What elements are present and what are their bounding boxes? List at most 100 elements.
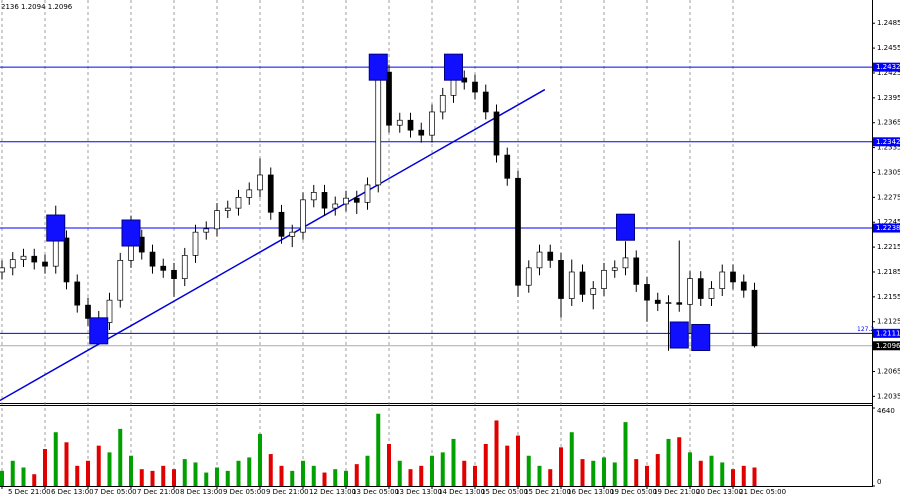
candle-body (181, 255, 188, 279)
y-tick-label: 1.2035 (877, 392, 900, 400)
volume-bar (139, 469, 144, 486)
pattern-marker (444, 53, 463, 81)
candle-body (579, 271, 586, 295)
candle-body (558, 260, 564, 299)
x-tick-label: 5 Dec 21:00 (8, 488, 51, 496)
candle-body (525, 267, 532, 286)
volume-bar (688, 452, 692, 486)
volume-bar (387, 443, 391, 486)
volume-bar (655, 454, 660, 486)
candle-body (493, 111, 500, 156)
y-tick-label: 1.2275 (877, 193, 900, 201)
volume-bar (32, 474, 37, 486)
volume-bar (247, 457, 252, 486)
candle-body (85, 304, 91, 319)
candle-body (9, 259, 16, 269)
candle-body (278, 211, 285, 237)
candle-body (246, 189, 253, 198)
x-tick-label: 20 Dec 13:00 (696, 488, 743, 496)
volume-bar (731, 469, 735, 486)
candle-body (149, 251, 156, 267)
volume-bar (397, 460, 402, 486)
volume-bar (634, 459, 639, 486)
y-tick-label: 1.2305 (877, 168, 900, 176)
candle-body (375, 71, 382, 186)
volume-bar (53, 432, 58, 486)
volume-tick-label: 0 (877, 478, 881, 486)
candle-body (20, 255, 27, 260)
candle-body (171, 269, 177, 279)
volume-bar (75, 465, 80, 486)
volume-bar (569, 432, 574, 486)
candle-body (697, 278, 704, 299)
candle-body (590, 288, 597, 295)
level-label-box (873, 328, 900, 338)
y-tick-label: 1.2455 (877, 44, 900, 52)
level-label: 1.2238 (876, 224, 900, 232)
level-label-box (873, 137, 900, 147)
candle-body (300, 199, 306, 233)
candle-body (160, 265, 167, 271)
volume-bar (236, 460, 241, 486)
volume-bar (10, 460, 15, 486)
candle-body (751, 289, 758, 347)
level-label-box (873, 62, 900, 72)
x-tick-label: 8 Dec 13:00 (180, 488, 223, 496)
volume-bar (129, 455, 133, 486)
y-tick-label: 1.2215 (877, 243, 900, 251)
volume-bar (698, 460, 703, 486)
volume-bar (645, 465, 649, 486)
volume-bar (440, 452, 445, 486)
volume-bar (204, 472, 209, 486)
pattern-marker (368, 53, 388, 81)
volume-bar (43, 449, 47, 486)
y-tick-label: 1.2395 (877, 94, 900, 102)
candle-body (364, 184, 371, 203)
y-tick-label: 1.2125 (877, 318, 900, 326)
candle-body (611, 267, 618, 271)
volume-bar (505, 445, 510, 486)
candle-body (267, 174, 274, 213)
volume-bar (537, 465, 542, 486)
y-tick-label: 1.2155 (877, 293, 900, 301)
volume-bar (322, 472, 327, 486)
candle-body (74, 281, 81, 306)
candle-body (235, 197, 242, 209)
x-tick-label: 14 Dec 13:00 (438, 488, 485, 496)
candle-body (708, 288, 715, 299)
candle-body (568, 271, 575, 299)
candle-body (622, 257, 629, 269)
volume-bar (279, 465, 284, 486)
volume-bar (301, 460, 305, 486)
volume-bar (591, 460, 596, 486)
volume-bar (462, 460, 467, 486)
last-price-label: 1.2096 (876, 342, 900, 350)
volume-bar (21, 467, 26, 486)
volume-bar (677, 437, 682, 486)
x-tick-label: 21 Dec 05:00 (739, 488, 786, 496)
level-label-box (873, 223, 900, 233)
y-tick-label: 1.2335 (877, 144, 900, 152)
candle-body (386, 71, 392, 126)
x-tick-label: 13 Dec 13:00 (395, 488, 442, 496)
candle-body (214, 210, 220, 230)
x-tick-label: 15 Dec 21:00 (524, 488, 571, 496)
volume-bar (709, 455, 714, 486)
candle-body (407, 119, 414, 131)
volume-bar (752, 467, 757, 486)
candle-body (515, 177, 521, 286)
y-tick-label: 1.2425 (877, 69, 900, 77)
candle-body (429, 111, 435, 136)
candle-body (257, 174, 263, 191)
volume-bar (494, 420, 499, 486)
candle-body (31, 255, 38, 263)
y-tick-label: 1.2245 (877, 218, 900, 226)
volume-bar (365, 455, 370, 486)
pattern-marker (669, 321, 689, 349)
candle-body (332, 203, 339, 209)
volume-bar (483, 443, 488, 486)
candle-body (192, 231, 199, 256)
level-label: 1.2342 (876, 138, 900, 146)
